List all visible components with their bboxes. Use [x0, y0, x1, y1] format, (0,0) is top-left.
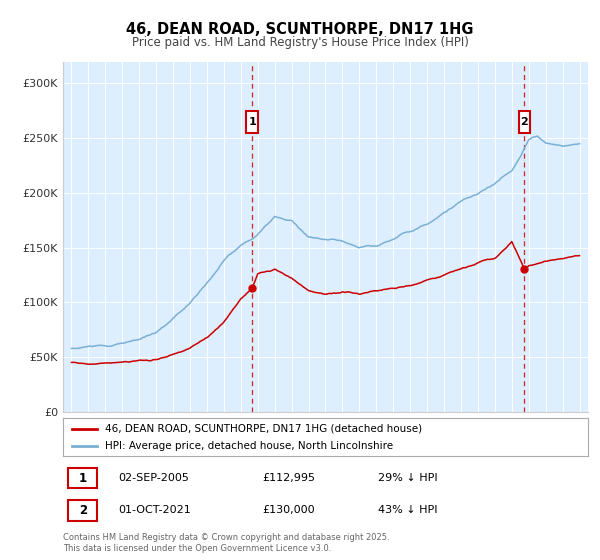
- Text: £112,995: £112,995: [263, 473, 316, 483]
- Bar: [68, 500, 97, 521]
- Text: 1: 1: [79, 472, 87, 484]
- Text: 2: 2: [79, 504, 87, 517]
- Text: 01-OCT-2021: 01-OCT-2021: [118, 505, 191, 515]
- Text: 29% ↓ HPI: 29% ↓ HPI: [378, 473, 437, 483]
- Text: Contains HM Land Registry data © Crown copyright and database right 2025.
This d: Contains HM Land Registry data © Crown c…: [63, 533, 389, 553]
- Text: 2: 2: [521, 116, 529, 127]
- Text: 1: 1: [248, 116, 256, 127]
- Text: 46, DEAN ROAD, SCUNTHORPE, DN17 1HG: 46, DEAN ROAD, SCUNTHORPE, DN17 1HG: [126, 22, 474, 38]
- Text: HPI: Average price, detached house, North Lincolnshire: HPI: Average price, detached house, Nort…: [105, 441, 393, 451]
- Bar: [518, 111, 530, 133]
- Text: 46, DEAN ROAD, SCUNTHORPE, DN17 1HG (detached house): 46, DEAN ROAD, SCUNTHORPE, DN17 1HG (det…: [105, 423, 422, 433]
- Text: 02-SEP-2005: 02-SEP-2005: [118, 473, 189, 483]
- Text: 43% ↓ HPI: 43% ↓ HPI: [378, 505, 437, 515]
- Text: Price paid vs. HM Land Registry's House Price Index (HPI): Price paid vs. HM Land Registry's House …: [131, 36, 469, 49]
- Bar: [246, 111, 258, 133]
- Text: £130,000: £130,000: [263, 505, 315, 515]
- Bar: [68, 468, 97, 488]
